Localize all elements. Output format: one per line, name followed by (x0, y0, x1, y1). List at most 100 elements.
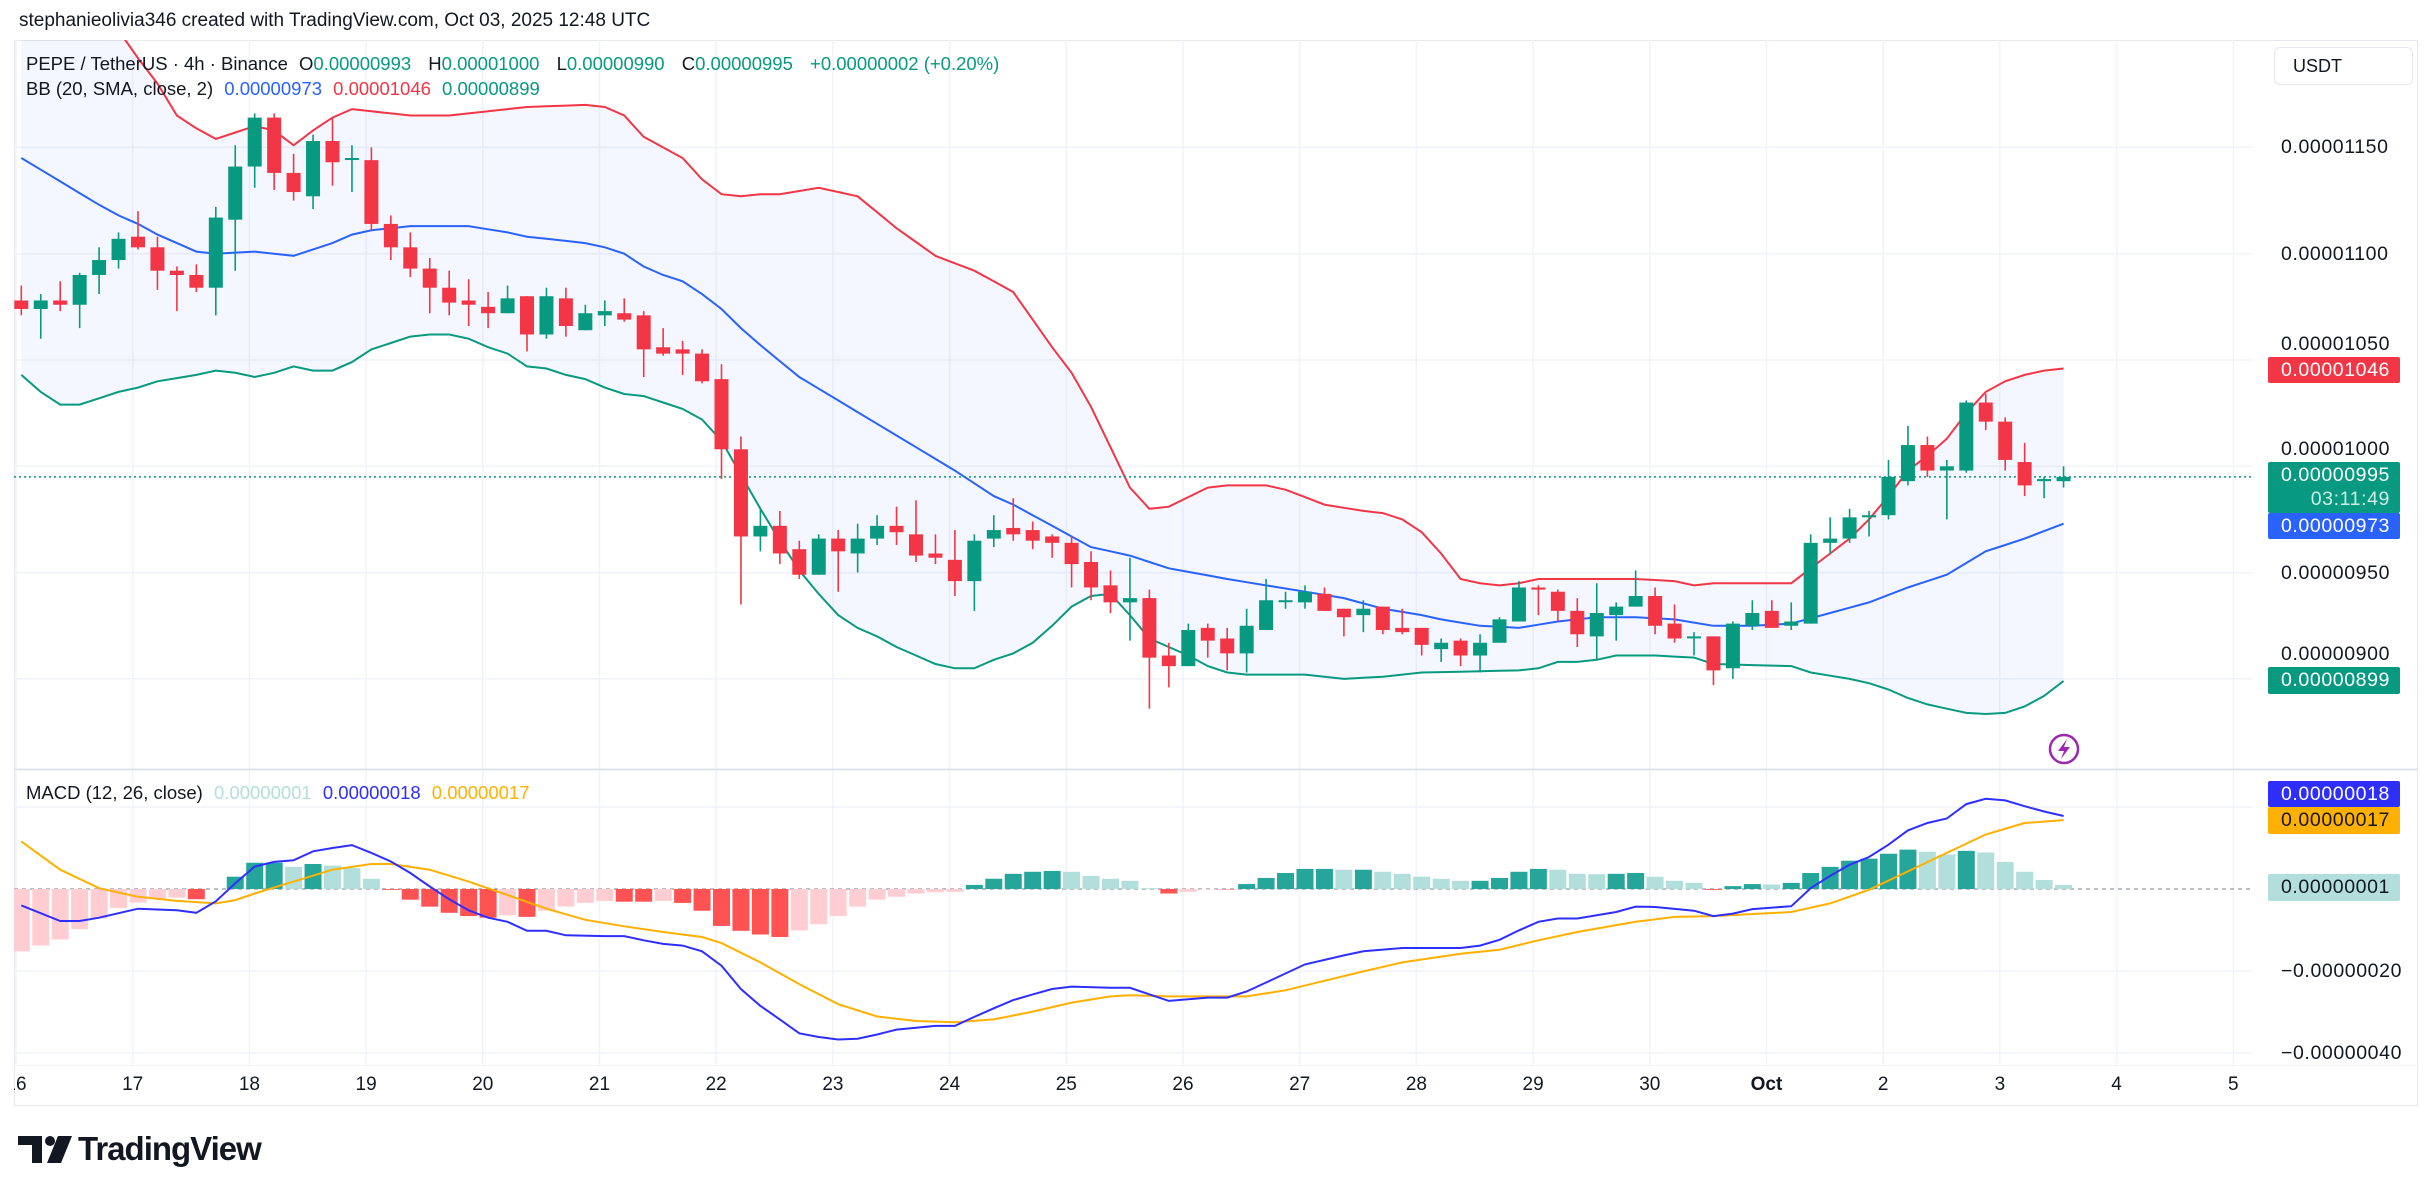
candle-body (1161, 655, 1176, 667)
candle-down (53, 281, 68, 312)
candle-body (909, 534, 923, 556)
candle-up (1434, 638, 1449, 662)
histogram-bar (654, 889, 672, 901)
candle-down (558, 287, 573, 337)
histogram-bar (14, 889, 30, 952)
histogram-bar (460, 889, 478, 917)
candle-body (695, 353, 710, 382)
candle-up (1181, 623, 1196, 667)
histogram-bar (1996, 861, 2014, 889)
candle-body (597, 311, 612, 316)
bar-countdown: 03:11:49 (2310, 488, 2390, 510)
candle-body (1978, 402, 1993, 422)
price-pane[interactable] (14, 0, 2252, 716)
bb-title[interactable]: BB (20, SMA, close, 2) (26, 78, 214, 99)
histogram-bar (557, 889, 575, 907)
chart-caption: stephanieolivia346 created with TradingV… (19, 10, 651, 31)
histogram-bar (1802, 873, 1820, 889)
candle-up (1784, 602, 1799, 631)
histogram-bar (148, 889, 166, 899)
time-axis-tick: 19 (355, 1074, 377, 1095)
candle-down (1103, 570, 1118, 613)
candle-body (1920, 445, 1935, 471)
candle-down (1998, 417, 2013, 471)
histogram-bar (1374, 871, 1392, 889)
candle-down (947, 530, 962, 596)
histogram-bar (1140, 888, 1158, 889)
histogram-bar (576, 889, 594, 903)
histogram-bar (1102, 878, 1119, 889)
candle-up (850, 523, 865, 573)
time-axis-tick: 23 (822, 1074, 844, 1095)
candle-up (1473, 634, 1488, 673)
macd-pane[interactable] (13, 797, 2073, 1041)
histogram-bar (1335, 869, 1353, 889)
close-label: C (681, 53, 696, 74)
change-value: +0.00000002 (+0.20%) (810, 53, 1000, 74)
low-label: L (556, 53, 567, 74)
candle-body (539, 296, 554, 335)
symbol-name[interactable]: PEPE / TetherUS · 4h · Binance (26, 53, 288, 74)
candle-up (1239, 608, 1254, 673)
histogram-bar (1860, 858, 1878, 889)
candle-body (72, 274, 87, 305)
time-axis-tick: 16 (14, 1074, 27, 1095)
candle-down (831, 530, 846, 592)
candle-up (1511, 581, 1526, 622)
candle-body (1122, 598, 1137, 603)
histogram-bar (1880, 853, 1897, 889)
macd-title[interactable]: MACD (12, 26, close) (26, 782, 203, 803)
macd-legend[interactable]: MACD (12, 26, close) 0.00000001 0.000000… (26, 782, 536, 804)
candle-down (636, 311, 651, 378)
macd-line-price-label: 0.00000018 (2268, 781, 2400, 807)
candle-up (1589, 583, 1604, 660)
candle-down (1648, 587, 1663, 635)
candle-body (169, 270, 184, 275)
candle-up (1298, 585, 1312, 609)
bb-lower-value: 0.00000899 (442, 78, 540, 99)
bb-legend[interactable]: BB (20, SMA, close, 2) 0.00000973 0.0000… (26, 78, 546, 100)
candle-down (1706, 636, 1721, 686)
bb-fill (21, 40, 2064, 714)
histogram-bar (1627, 873, 1645, 889)
candle-down (325, 117, 340, 186)
histogram-bar (810, 889, 828, 925)
candle-down (1084, 551, 1099, 601)
candle-body (442, 287, 457, 303)
candle-body (383, 223, 398, 248)
bb-lower-price-label: 0.00000899 (2268, 667, 2400, 694)
candle-body (189, 274, 204, 288)
histogram-bar (596, 889, 614, 901)
bb-lower-line (20, 333, 2065, 716)
histogram-bar (2035, 879, 2053, 889)
histogram-bar (1121, 880, 1139, 889)
histogram-bar (1918, 851, 1936, 889)
candle-body (247, 117, 262, 167)
candle-down (1045, 534, 1060, 558)
candle-down (656, 328, 671, 356)
high-label: H (428, 53, 442, 74)
alert-lightning-icon[interactable] (2048, 733, 2080, 765)
candle-up (870, 515, 885, 545)
candle-body (1764, 610, 1779, 628)
histogram-bar (1024, 871, 1042, 889)
currency-button[interactable]: USDT (2274, 47, 2413, 85)
time-axis-tick: 3 (1994, 1074, 2006, 1095)
histogram-bar (635, 889, 653, 902)
candle-down (1764, 600, 1779, 628)
candle-down (1025, 521, 1040, 550)
candle-body (131, 236, 145, 248)
candle-up (33, 294, 48, 339)
symbol-legend[interactable]: PEPE / TetherUS · 4h · Binance O0.000009… (26, 53, 1005, 75)
candle-down (150, 236, 165, 290)
candle-body (1473, 642, 1488, 656)
candle-up (1803, 534, 1818, 624)
candle-body (1200, 627, 1215, 641)
high-value: 0.00001000 (441, 53, 540, 74)
close-value: 0.00000995 (695, 53, 793, 74)
histogram-bar (615, 889, 633, 902)
histogram-bar (187, 889, 205, 900)
histogram-bar (421, 889, 439, 907)
